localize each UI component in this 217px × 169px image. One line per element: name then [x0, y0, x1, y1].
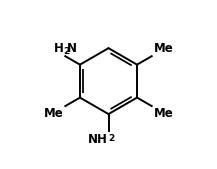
Text: H: H [53, 42, 63, 55]
Text: 2: 2 [63, 47, 70, 56]
Text: N: N [67, 42, 77, 55]
Text: Me: Me [154, 107, 173, 120]
Text: Me: Me [154, 42, 173, 55]
Text: 2: 2 [108, 134, 115, 143]
Text: NH: NH [88, 133, 108, 146]
Text: Me: Me [44, 107, 63, 120]
